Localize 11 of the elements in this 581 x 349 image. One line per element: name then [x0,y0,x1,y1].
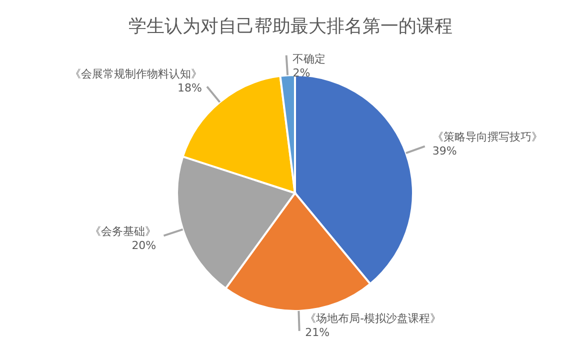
slice-label: 《策略导向撰写技巧》 [432,130,542,144]
data-label: 20% [132,239,156,252]
data-label: 39% [432,144,457,158]
slice-label: 不确定 [292,52,326,66]
slice-label: 《会展常规制作物料认知》 [70,68,202,81]
slice-label: 《场地布局-模拟沙盘课程》 [305,312,442,325]
data-label: 21% [305,326,330,339]
slice-label: 《会务基础》 [90,225,156,238]
chart-title: 学生认为对自己帮助最大排名第一的课程 [128,15,454,39]
data-label: 2% [292,66,310,80]
data-label: 18% [177,82,202,95]
